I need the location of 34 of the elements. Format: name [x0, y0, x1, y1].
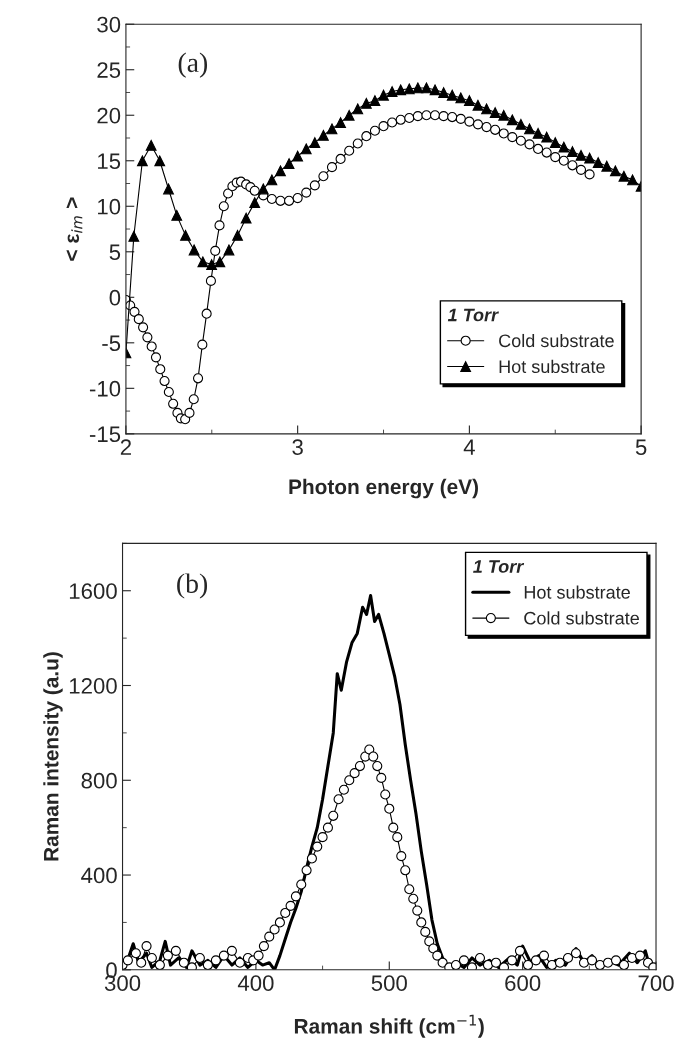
y-tick-label: -10 [89, 380, 121, 397]
y-tick-label: 1200 [69, 678, 117, 694]
y-tick-label: 30 [97, 16, 121, 33]
y-axis-title: < ε$_{im}$ > [66, 197, 83, 261]
annotation: (a) [178, 52, 208, 78]
x-tick-label: 3 [292, 439, 303, 456]
legend-label: Cold substrate [524, 611, 639, 625]
y-axis-title: Raman intensity (a.u) [43, 652, 63, 861]
legend-title: 1 Torr [447, 308, 499, 322]
x-tick-label: 4 [463, 439, 475, 455]
y-tick-label: -5 [102, 335, 121, 352]
legend-label: Hot substrate [499, 359, 605, 374]
x-tick-label: 2 [120, 439, 131, 455]
x-tick-label: 5 [635, 439, 647, 456]
x-axis-title: Raman shift (cm$^{−1}$) [294, 1014, 484, 1038]
y-tick-label: 10 [98, 198, 121, 215]
legend-label: Hot substrate [524, 585, 630, 599]
y-tick-label: 20 [97, 107, 121, 124]
x-tick-label: 700 [638, 975, 674, 991]
legend-title: 1 Torr [473, 560, 525, 573]
x-tick-label: 600 [505, 975, 541, 991]
y-tick-label: 15 [98, 153, 121, 170]
y-tick-label: 5 [109, 244, 121, 261]
annotation: (b) [177, 573, 208, 599]
y-tick-label: 0 [109, 289, 121, 306]
x-axis-title: Photon energy (eV) [289, 478, 478, 499]
y-tick-label: 25 [97, 62, 121, 78]
y-tick-label: 800 [81, 772, 117, 789]
x-tick-label: 500 [371, 975, 407, 991]
y-tick-label: 1600 [69, 583, 117, 599]
y-tick-label: 400 [81, 867, 117, 884]
x-tick-label: 400 [237, 975, 274, 991]
legend-label: Cold substrate [499, 333, 614, 348]
y-tick-label: -15 [89, 426, 121, 443]
